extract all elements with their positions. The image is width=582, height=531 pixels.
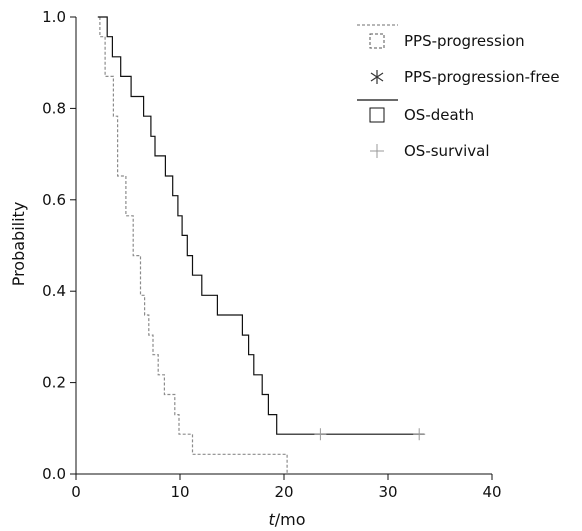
x-axis-label-italic: t: [268, 510, 275, 529]
plot-area: [97, 16, 426, 474]
legend-label: OS-death: [404, 106, 474, 124]
x-axis-label-unit: /mo: [275, 510, 306, 529]
legend-marker-plus: [370, 144, 384, 158]
x-tick-label: 20: [274, 483, 293, 501]
x-tick-label: 0: [71, 483, 81, 501]
legend-label: PPS-progression-free: [404, 68, 560, 86]
series-line-pps: [99, 17, 288, 474]
series-line-os: [97, 16, 425, 435]
legend-marker-dashed-square: [369, 33, 385, 49]
legend-label: PPS-progression: [404, 32, 525, 50]
axes: 0 10 20 30 40 0.0 0.2 0.4 0.6 0.8 1.0: [42, 8, 501, 501]
x-tick-label: 40: [482, 483, 501, 501]
legend-label: OS-survival: [404, 142, 490, 160]
y-tick-label: 0.8: [42, 99, 66, 117]
y-tick-label: 0.4: [42, 282, 66, 300]
x-tick-label: 30: [378, 483, 397, 501]
legend-marker-square: [369, 107, 385, 123]
asterisk-stroke: [370, 72, 384, 82]
x-axis-label: t/mo: [268, 510, 305, 529]
y-tick-label: 0.0: [42, 465, 66, 483]
y-tick-label: 0.2: [42, 374, 66, 392]
y-tick-label: 1.0: [42, 8, 66, 26]
y-tick-label: 0.6: [42, 191, 66, 209]
y-axis-label: Probability: [9, 202, 28, 287]
x-tick-label: 10: [170, 483, 189, 501]
legend: PPS-progression PPS-progression-free OS-de…: [357, 24, 560, 160]
legend-marker-asterisk: [370, 70, 384, 84]
